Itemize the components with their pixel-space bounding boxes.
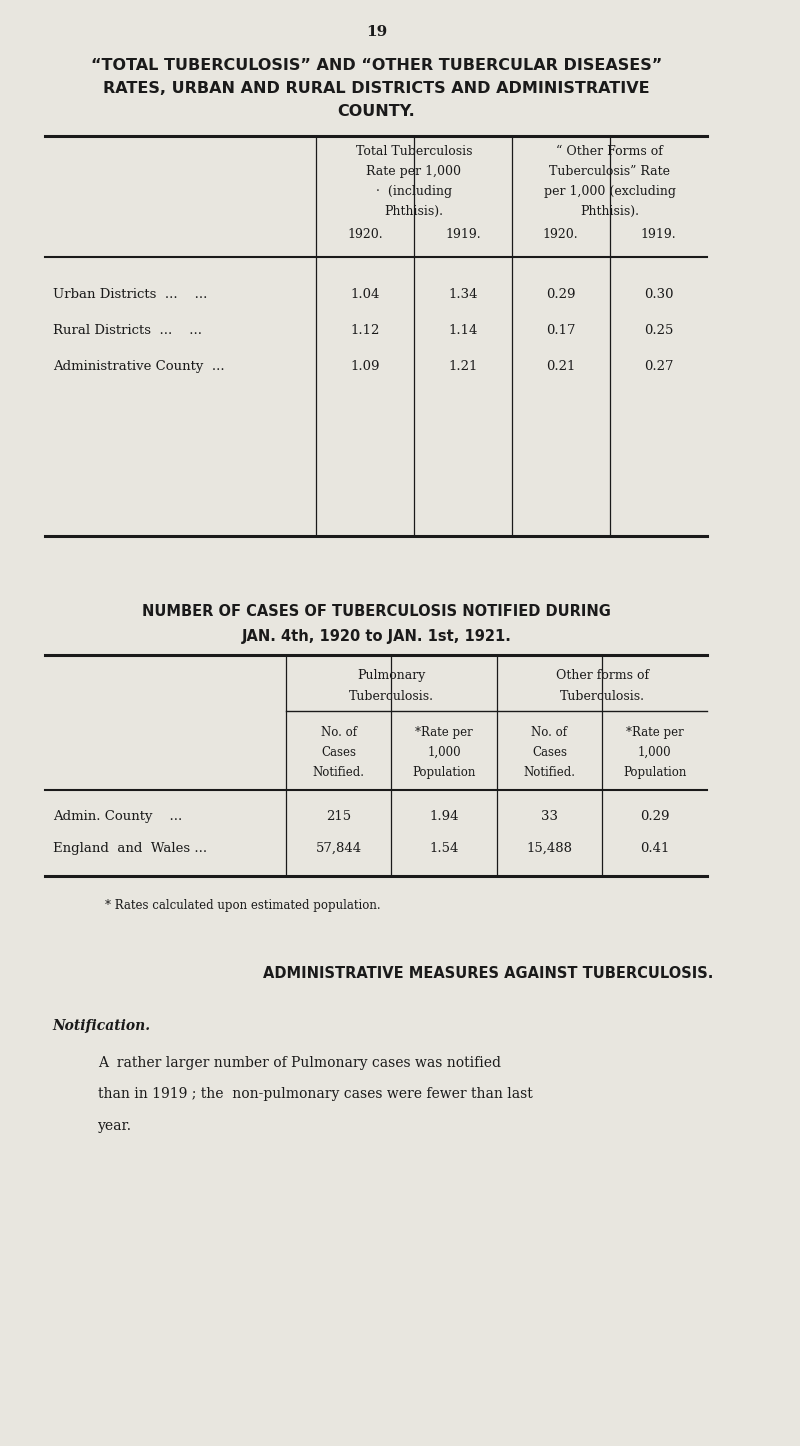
Text: 0.25: 0.25: [644, 324, 674, 337]
Text: Rural Districts  ...    ...: Rural Districts ... ...: [53, 324, 202, 337]
Text: 1.09: 1.09: [350, 360, 380, 373]
Text: No. of: No. of: [531, 726, 567, 739]
Text: Notified.: Notified.: [523, 766, 575, 779]
Text: Notification.: Notification.: [53, 1019, 151, 1034]
Text: Urban Districts  ...    ...: Urban Districts ... ...: [53, 288, 207, 301]
Text: Cases: Cases: [321, 746, 356, 759]
Text: 0.21: 0.21: [546, 360, 575, 373]
Text: Other forms of: Other forms of: [555, 669, 649, 683]
Text: Phthisis).: Phthisis).: [385, 205, 443, 218]
Text: JAN. 4th, 1920 to JAN. 1st, 1921.: JAN. 4th, 1920 to JAN. 1st, 1921.: [242, 629, 511, 643]
Text: England  and  Wales ...: England and Wales ...: [53, 842, 207, 855]
Text: year.: year.: [98, 1119, 132, 1134]
Text: Admin. County    ...: Admin. County ...: [53, 810, 182, 823]
Text: Total Tuberculosis: Total Tuberculosis: [356, 145, 472, 158]
Text: “ Other Forms of: “ Other Forms of: [556, 145, 663, 158]
Text: 1919.: 1919.: [641, 228, 676, 241]
Text: Population: Population: [412, 766, 476, 779]
Text: 1.14: 1.14: [448, 324, 478, 337]
Text: 1920.: 1920.: [543, 228, 578, 241]
Text: “TOTAL TUBERCULOSIS” AND “OTHER TUBERCULAR DISEASES”: “TOTAL TUBERCULOSIS” AND “OTHER TUBERCUL…: [90, 58, 662, 72]
Text: 0.17: 0.17: [546, 324, 575, 337]
Text: 1.21: 1.21: [448, 360, 478, 373]
Text: COUNTY.: COUNTY.: [338, 104, 415, 119]
Text: No. of: No. of: [321, 726, 357, 739]
Text: 0.29: 0.29: [640, 810, 670, 823]
Text: 0.41: 0.41: [640, 842, 670, 855]
Text: 33: 33: [541, 810, 558, 823]
Text: 1,000: 1,000: [638, 746, 671, 759]
Text: 0.27: 0.27: [644, 360, 674, 373]
Text: ADMINISTRATIVE MEASURES AGAINST TUBERCULOSIS.: ADMINISTRATIVE MEASURES AGAINST TUBERCUL…: [263, 966, 714, 980]
Text: Cases: Cases: [532, 746, 567, 759]
Text: * Rates calculated upon estimated population.: * Rates calculated upon estimated popula…: [106, 899, 381, 912]
Text: NUMBER OF CASES OF TUBERCULOSIS NOTIFIED DURING: NUMBER OF CASES OF TUBERCULOSIS NOTIFIED…: [142, 604, 610, 619]
Text: 1,000: 1,000: [427, 746, 461, 759]
Text: ·  (including: · (including: [376, 185, 452, 198]
Text: 1.54: 1.54: [430, 842, 458, 855]
Text: Population: Population: [623, 766, 686, 779]
Text: Tuberculosis.: Tuberculosis.: [349, 690, 434, 703]
Text: *Rate per: *Rate per: [415, 726, 473, 739]
Text: Notified.: Notified.: [313, 766, 365, 779]
Text: 1919.: 1919.: [445, 228, 481, 241]
Text: Tuberculosis” Rate: Tuberculosis” Rate: [549, 165, 670, 178]
Text: 1920.: 1920.: [347, 228, 383, 241]
Text: 1.04: 1.04: [350, 288, 380, 301]
Text: 215: 215: [326, 810, 351, 823]
Text: A  rather larger number of Pulmonary cases was notified: A rather larger number of Pulmonary case…: [98, 1056, 501, 1070]
Text: than in 1919 ; the  non-pulmonary cases were fewer than last: than in 1919 ; the non-pulmonary cases w…: [98, 1087, 533, 1102]
Text: Rate per 1,000: Rate per 1,000: [366, 165, 462, 178]
Text: 1.12: 1.12: [350, 324, 380, 337]
Text: RATES, URBAN AND RURAL DISTRICTS AND ADMINISTRATIVE: RATES, URBAN AND RURAL DISTRICTS AND ADM…: [103, 81, 650, 95]
Text: 0.29: 0.29: [546, 288, 575, 301]
Text: Administrative County  ...: Administrative County ...: [53, 360, 224, 373]
Text: per 1,000 (excluding: per 1,000 (excluding: [544, 185, 676, 198]
Text: Pulmonary: Pulmonary: [357, 669, 426, 683]
Text: 1.34: 1.34: [448, 288, 478, 301]
Text: Tuberculosis.: Tuberculosis.: [560, 690, 645, 703]
Text: 0.30: 0.30: [644, 288, 674, 301]
Text: 15,488: 15,488: [526, 842, 573, 855]
Text: *Rate per: *Rate per: [626, 726, 684, 739]
Text: 19: 19: [366, 25, 387, 39]
Text: 1.94: 1.94: [430, 810, 458, 823]
Text: 57,844: 57,844: [316, 842, 362, 855]
Text: Phthisis).: Phthisis).: [580, 205, 639, 218]
